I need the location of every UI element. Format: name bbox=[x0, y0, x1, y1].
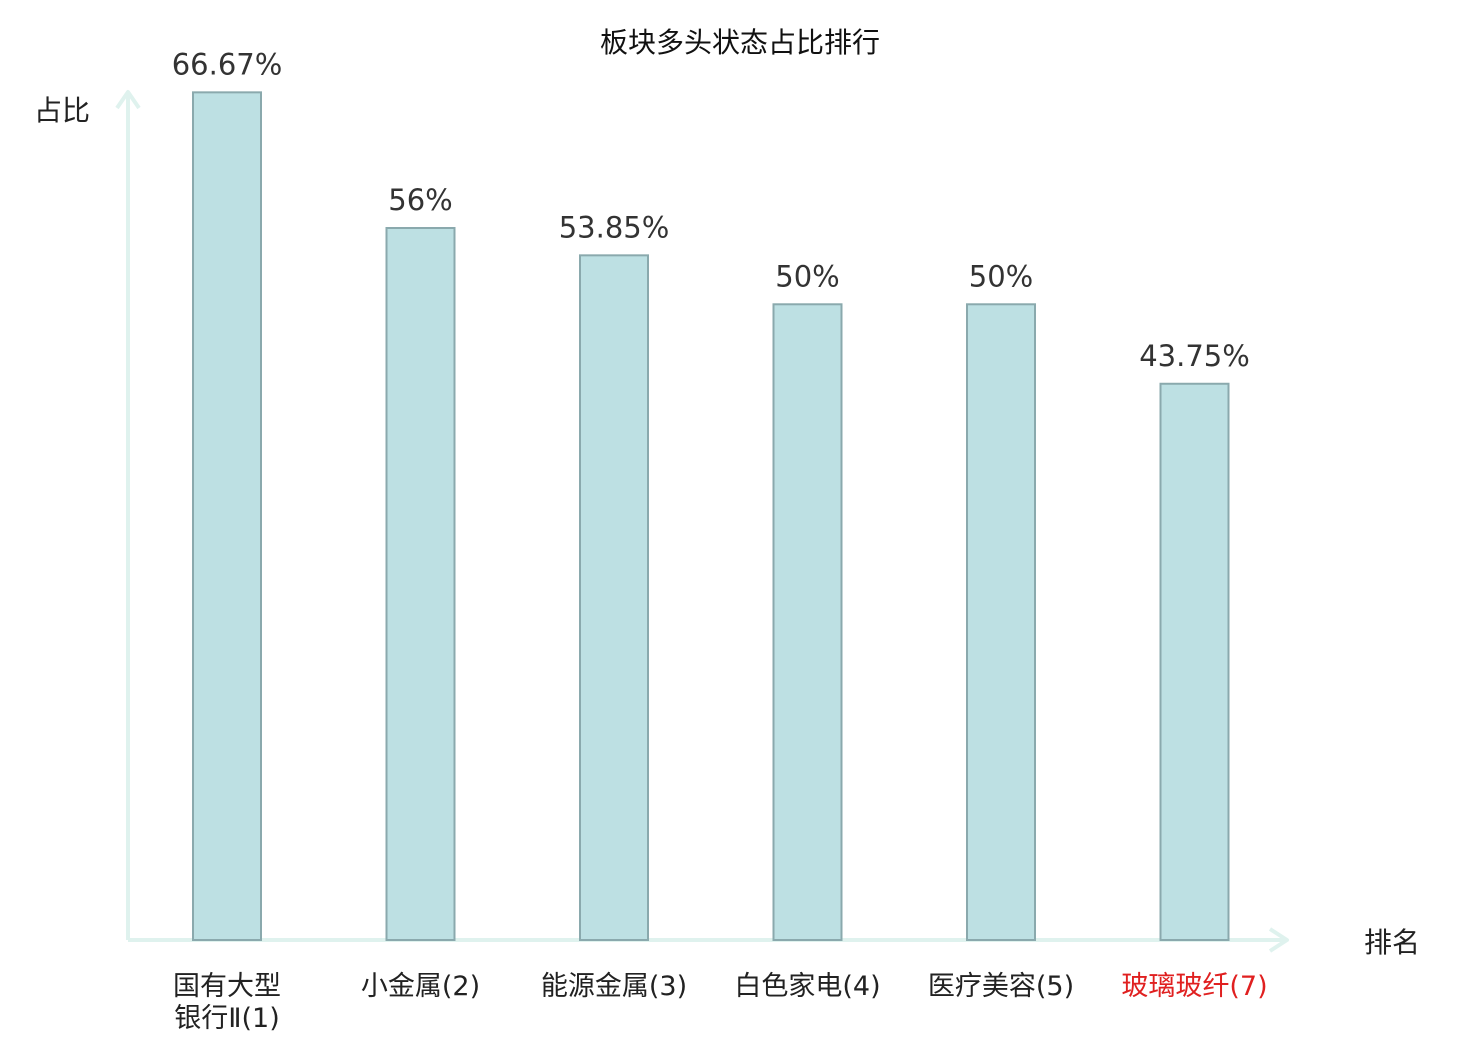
data-label: 53.85% bbox=[559, 210, 670, 244]
data-label: 43.75% bbox=[1139, 339, 1250, 373]
y-axis-arrow-icon bbox=[115, 90, 141, 110]
data-label: 50% bbox=[775, 259, 839, 293]
bar bbox=[772, 303, 843, 941]
x-tick-label: 能源金属(3) bbox=[541, 971, 687, 1002]
bar bbox=[579, 254, 649, 942]
bar bbox=[1159, 382, 1230, 941]
x-tick-label: 小金属(2) bbox=[361, 971, 480, 1002]
value-labels-group: 66.67% 56% 53.85% 50% 50% 43.75% bbox=[172, 47, 1250, 372]
data-label: 50% bbox=[969, 259, 1033, 293]
axes: 占比 排名 bbox=[34, 90, 1420, 959]
bar bbox=[192, 91, 262, 942]
data-label: 66.67% bbox=[172, 47, 283, 81]
x-tick-label: 医疗美容(5) bbox=[928, 971, 1074, 1002]
x-tick-label: 国有大型 bbox=[173, 971, 281, 1002]
bars-group bbox=[192, 91, 1230, 942]
x-axis-arrow-icon bbox=[1268, 927, 1289, 953]
bar bbox=[385, 227, 456, 941]
chart-title: 板块多头状态占比排行 bbox=[600, 26, 880, 59]
y-axis-label: 占比 bbox=[34, 94, 90, 127]
x-axis-label: 排名 bbox=[1364, 926, 1420, 959]
x-tick-label: 白色家电(4) bbox=[734, 971, 880, 1002]
data-label: 56% bbox=[388, 183, 452, 217]
bar bbox=[966, 303, 1036, 941]
x-tick-label: 银行Ⅱ(1) bbox=[174, 1003, 280, 1034]
x-tick-label: 玻璃玻纤(7) bbox=[1121, 971, 1267, 1002]
